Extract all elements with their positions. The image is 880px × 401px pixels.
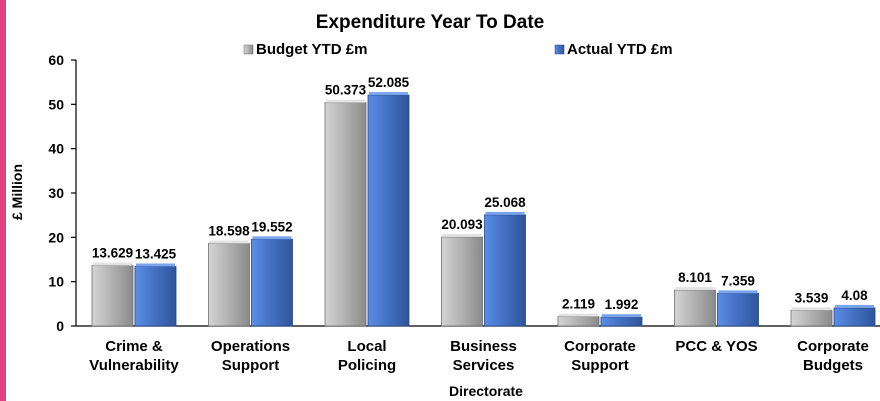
category-label-line: PCC & YOS	[675, 338, 757, 355]
budget-bar-top	[209, 240, 249, 244]
budget-bar	[91, 265, 134, 327]
y-tick-label: 20	[48, 229, 64, 245]
budget-bar	[441, 236, 483, 327]
actual-bar-top	[602, 314, 641, 318]
budget-bar	[324, 102, 367, 327]
y-tick-label: 60	[48, 52, 64, 68]
actual-value-label: 4.08	[841, 288, 868, 303]
category-label: Corporate Budgets	[797, 338, 869, 374]
budget-value-label: 20.093	[441, 217, 483, 232]
y-tick-label: 40	[48, 141, 64, 157]
actual-value-label: 19.552	[251, 219, 292, 234]
actual-bar	[251, 238, 293, 327]
actual-value-label: 25.068	[484, 195, 526, 210]
actual-value-label: 13.425	[135, 246, 177, 261]
budget-bar	[208, 243, 250, 327]
budget-bar-top	[792, 307, 831, 311]
budget-bar	[674, 289, 716, 327]
legend: Budget YTD £m Actual YTD £m	[243, 41, 673, 58]
category-label-line: Services	[453, 357, 515, 374]
budget-bar-top	[442, 233, 482, 237]
budget-bar-top	[675, 287, 715, 291]
category-label: PCC & YOS	[675, 338, 757, 355]
category-label-line: Support	[571, 357, 629, 374]
actual-value-label: 7.359	[721, 273, 755, 288]
actual-value-label: 52.085	[368, 75, 410, 90]
y-ticks: 0 10 20 30 40 50 60	[48, 52, 76, 334]
budget-value-label: 13.629	[92, 246, 133, 261]
budget-value-label: 8.101	[678, 270, 712, 285]
legend-label-actual: Actual YTD £m	[567, 41, 673, 58]
actual-value-label: 1.992	[605, 297, 639, 312]
category-label-line: Local	[347, 338, 386, 355]
actual-bar-top	[136, 263, 175, 267]
actual-bar-top	[369, 92, 408, 96]
actual-bar-top	[252, 236, 292, 240]
y-tick-label: 0	[56, 318, 64, 334]
x-axis-label: Directorate	[449, 383, 523, 399]
category-label: Corporate Support	[564, 338, 636, 374]
category-label: Business Services	[450, 338, 517, 374]
y-tick-label: 30	[48, 185, 64, 201]
category-label-line: Support	[222, 357, 280, 374]
category-label-line: Budgets	[803, 357, 863, 374]
budget-bar	[790, 309, 833, 327]
actual-bar	[600, 316, 643, 327]
actual-bar-top	[835, 304, 874, 308]
budget-value-label: 2.119	[562, 297, 595, 312]
budget-bar-top	[93, 262, 132, 266]
category-label: Crime & Vulnerability	[89, 338, 179, 374]
actual-bar	[134, 266, 177, 327]
budget-bar-top	[326, 99, 365, 103]
y-tick-label: 10	[48, 274, 64, 290]
category-label-line: Vulnerability	[89, 357, 179, 374]
budget-value-label: 50.373	[325, 83, 367, 98]
legend-swatch-budget	[243, 44, 254, 55]
budget-bar	[557, 316, 600, 327]
actual-bar	[484, 214, 526, 327]
category-label-line: Business	[450, 338, 517, 355]
category-label-line: Corporate	[797, 338, 869, 355]
actual-bar-top	[718, 290, 758, 294]
budget-value-label: 18.598	[208, 224, 250, 239]
budget-bar-top	[559, 313, 598, 317]
actual-bar	[367, 94, 410, 327]
y-tick-label: 50	[48, 96, 64, 112]
category-labels: Crime & Vulnerability Operations Support Loc…	[89, 338, 869, 374]
legend-swatch-actual	[554, 44, 565, 55]
y-axis-label: £ Million	[9, 164, 25, 220]
left-accent-bar	[0, 0, 6, 401]
bars	[91, 92, 876, 327]
chart-title: Expenditure Year To Date	[316, 12, 544, 33]
budget-value-label: 3.539	[795, 290, 829, 305]
category-label-line: Operations	[211, 338, 290, 355]
category-label-line: Policing	[338, 357, 396, 374]
category-label-line: Corporate	[564, 338, 636, 355]
actual-bar-top	[485, 211, 525, 215]
category-label-line: Crime &	[105, 338, 163, 355]
legend-label-budget: Budget YTD £m	[256, 41, 367, 58]
actual-bar	[717, 292, 759, 327]
actual-bar	[833, 307, 876, 327]
category-label: Local Policing	[338, 338, 396, 374]
category-label: Operations Support	[211, 338, 290, 374]
